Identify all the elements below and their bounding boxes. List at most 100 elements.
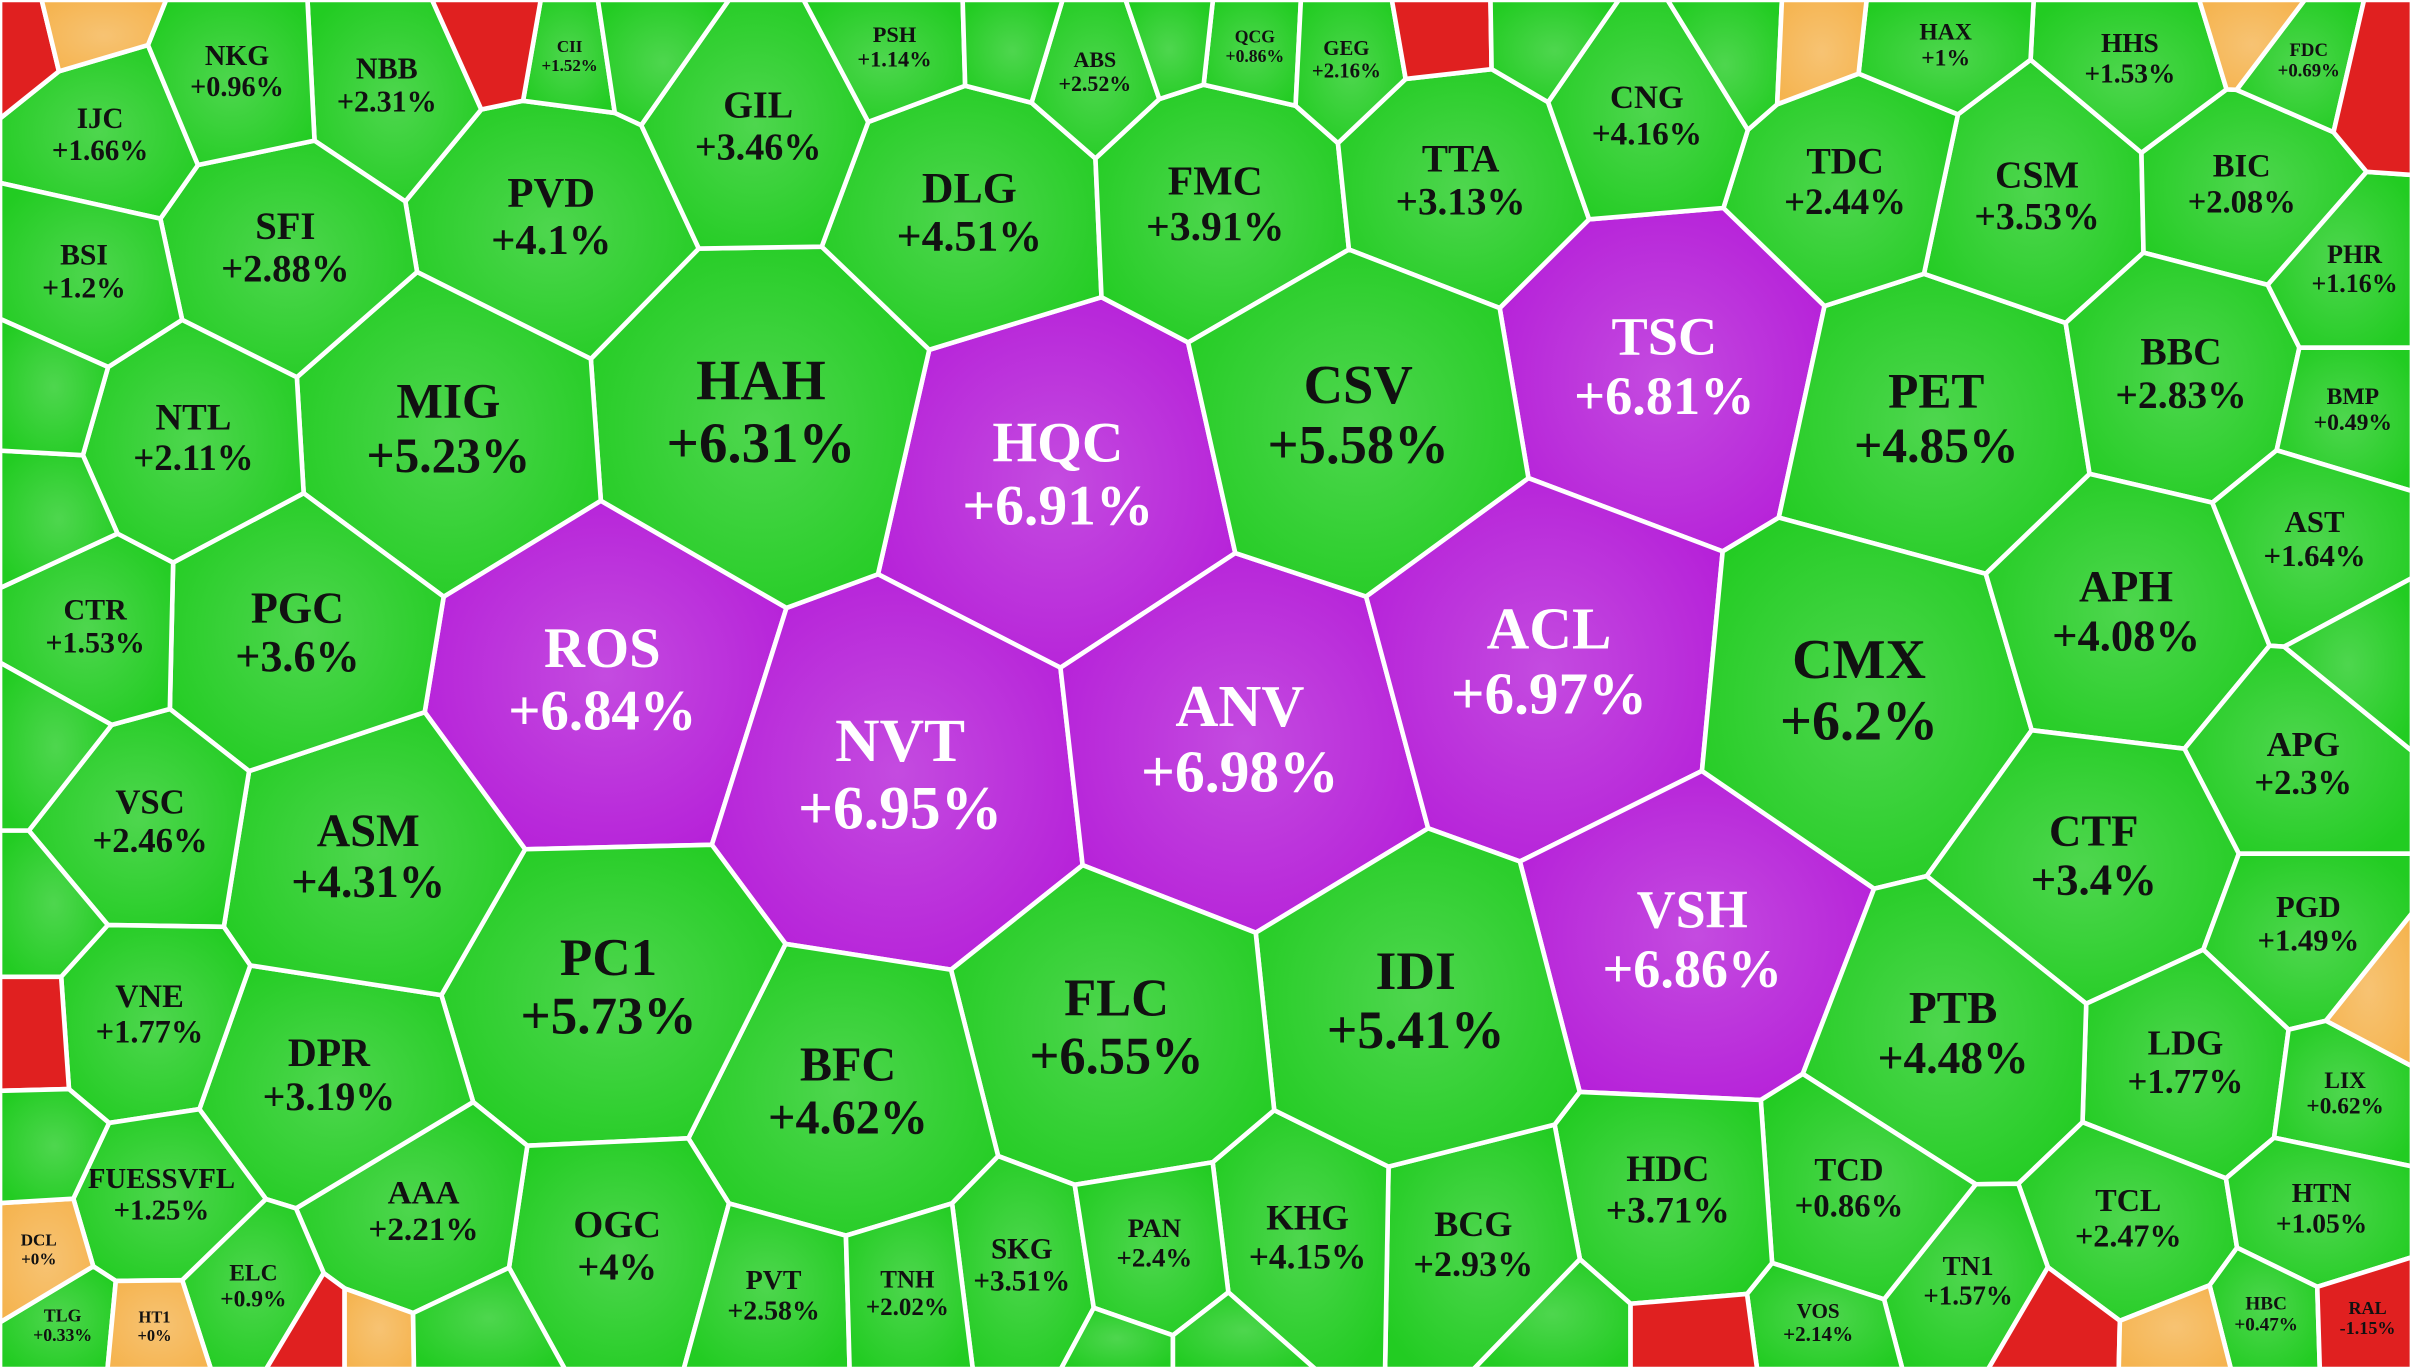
cell xyxy=(429,0,544,112)
change-label: +1.57% xyxy=(1923,1281,2012,1311)
ticker-label: NVT xyxy=(835,707,965,775)
ticker-label: CII xyxy=(557,37,583,56)
ticker-label: HHS xyxy=(2101,28,2159,58)
change-label: +3.53% xyxy=(1974,196,2099,238)
change-label: +3.91% xyxy=(1146,204,1284,250)
change-label: +1.64% xyxy=(2264,539,2366,573)
change-label: +2.47% xyxy=(2075,1217,2182,1253)
ticker-label: OGC xyxy=(573,1204,661,1246)
ticker-label: CMX xyxy=(1792,629,1926,691)
change-label: +4.1% xyxy=(491,217,611,264)
ticker-label: ROS xyxy=(544,617,661,680)
ticker-label: DPR xyxy=(288,1030,371,1075)
cell xyxy=(1628,1291,1760,1369)
change-label: +1.49% xyxy=(2257,924,2359,958)
change-label: +3.6% xyxy=(235,632,359,681)
change-label: +6.86% xyxy=(1602,939,1782,999)
ticker-label: HBC xyxy=(2245,1293,2287,1314)
ticker-label: HAX xyxy=(1919,19,1972,45)
change-label: +2.93% xyxy=(1413,1244,1533,1284)
change-label: +2.88% xyxy=(221,247,350,290)
change-label: +2.11% xyxy=(133,437,253,478)
change-label: +4.16% xyxy=(1592,115,1702,152)
change-label: +4.31% xyxy=(291,857,445,908)
change-label: +0.62% xyxy=(2306,1094,2383,1120)
change-label: +1.66% xyxy=(52,135,148,167)
change-label: +6.81% xyxy=(1574,366,1754,426)
ticker-label: PHR xyxy=(2327,240,2382,269)
ticker-label: QCG xyxy=(1235,27,1275,47)
cell xyxy=(2331,0,2412,178)
cell xyxy=(595,0,732,128)
ticker-label: APG xyxy=(2267,726,2340,764)
change-label: +1.05% xyxy=(2276,1207,2367,1238)
ticker-label: BSI xyxy=(60,240,108,272)
cell xyxy=(843,1201,976,1369)
change-label: +0.49% xyxy=(2314,410,2392,436)
ticker-label: APH xyxy=(2079,561,2173,611)
ticker-label: TSC xyxy=(1612,306,1718,366)
ticker-label: BIC xyxy=(2213,149,2271,185)
ticker-label: PVD xyxy=(507,170,595,217)
change-label: +6.97% xyxy=(1451,660,1647,726)
change-label: +2.08% xyxy=(2188,184,2296,220)
ticker-label: PAN xyxy=(1128,1213,1182,1243)
change-label: +3.46% xyxy=(695,127,822,169)
ticker-label: FDC xyxy=(2290,40,2328,61)
ticker-label: LIX xyxy=(2324,1068,2366,1094)
ticker-label: HDC xyxy=(1626,1149,1709,1190)
ticker-label: ELC xyxy=(229,1260,277,1286)
ticker-label: TNH xyxy=(880,1266,935,1293)
ticker-label: DLG xyxy=(922,164,1017,212)
ticker-label: PSH xyxy=(873,22,917,47)
change-label: +2.14% xyxy=(1783,1322,1853,1346)
change-label: +0% xyxy=(138,1326,172,1345)
ticker-label: ABS xyxy=(1074,47,1117,72)
ticker-label: AAA xyxy=(388,1175,460,1212)
change-label: +5.58% xyxy=(1268,414,1449,475)
change-label: +1.77% xyxy=(96,1015,204,1051)
ticker-label: PTB xyxy=(1909,982,1997,1033)
change-label: +0.86% xyxy=(1226,46,1285,66)
change-label: +1.14% xyxy=(857,47,931,72)
cell xyxy=(410,1265,568,1369)
change-label: +0.9% xyxy=(220,1286,286,1312)
change-label: +6.2% xyxy=(1780,691,1938,753)
ticker-label: VSH xyxy=(1637,879,1748,939)
change-label: +1.53% xyxy=(45,627,144,660)
change-label: +2.31% xyxy=(337,84,437,118)
change-label: +5.73% xyxy=(521,987,697,1045)
ticker-label: TCL xyxy=(2095,1182,2161,1218)
ticker-label: TDC xyxy=(1806,141,1883,182)
ticker-label: BMP xyxy=(2327,384,2380,410)
change-label: +6.91% xyxy=(962,475,1153,538)
change-label: +1.53% xyxy=(2084,58,2175,88)
change-label: +1.77% xyxy=(2128,1062,2244,1101)
ticker-label: VOS xyxy=(1797,1299,1840,1323)
change-label: +6.98% xyxy=(1141,739,1339,805)
cell xyxy=(1123,0,1216,102)
ticker-label: ASM xyxy=(317,806,420,857)
cell xyxy=(1293,0,1408,146)
change-label: +0.33% xyxy=(33,1325,92,1345)
ticker-label: NKG xyxy=(205,41,269,72)
ticker-label: GEG xyxy=(1323,37,1369,60)
change-label: +3.13% xyxy=(1396,180,1526,223)
change-label: +1.52% xyxy=(542,56,598,75)
ticker-label: NBB xyxy=(356,51,418,85)
ticker-label: TCD xyxy=(1814,1152,1883,1188)
ticker-label: PC1 xyxy=(560,929,657,987)
ticker-label: VNE xyxy=(115,979,184,1015)
ticker-label: BFC xyxy=(800,1039,896,1092)
ticker-label: LDG xyxy=(2148,1023,2224,1062)
ticker-label: HT1 xyxy=(139,1308,171,1327)
cell xyxy=(1253,826,1583,1169)
ticker-label: FUESSVFL xyxy=(88,1163,235,1195)
cell xyxy=(39,0,169,74)
change-label: +1.25% xyxy=(114,1195,210,1227)
change-label: +4.15% xyxy=(1249,1237,1367,1277)
ticker-label: TN1 xyxy=(1943,1251,1994,1281)
ticker-label: PGC xyxy=(251,583,344,632)
ticker-label: CTF xyxy=(2049,805,2138,855)
ticker-label: CNG xyxy=(1610,79,1684,116)
